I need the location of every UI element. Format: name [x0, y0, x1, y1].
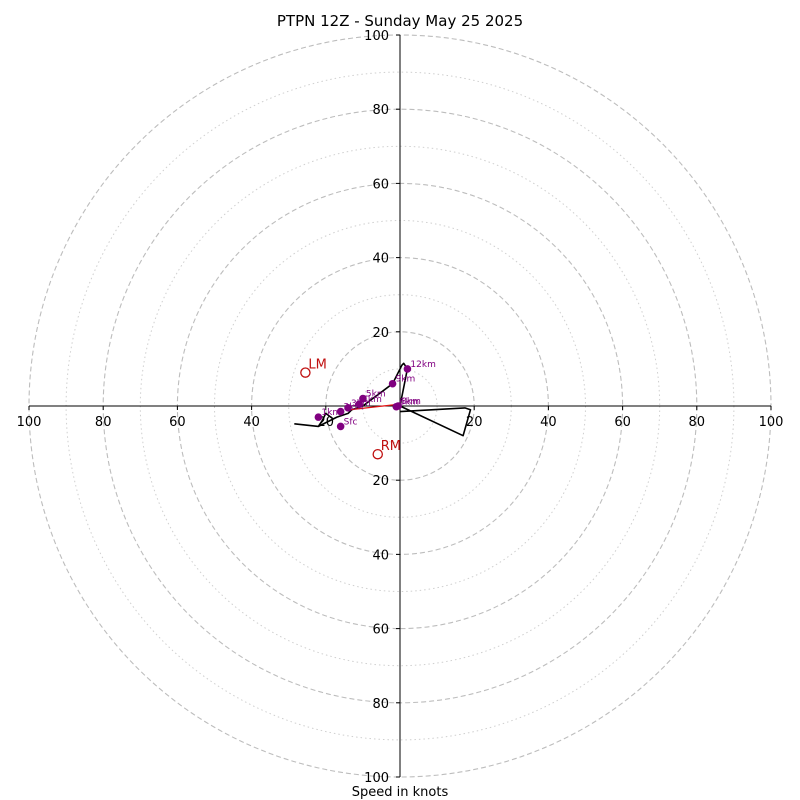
x-tick-label: 100 — [759, 415, 784, 430]
height-point — [336, 422, 345, 431]
chart-title: PTPN 12Z - Sunday May 25 2025 — [277, 12, 523, 30]
x-tick-label: 60 — [614, 415, 631, 430]
storm-motion-markers: LM RM — [300, 358, 401, 460]
y-tick-label: 20 — [372, 474, 389, 489]
height-point — [403, 365, 412, 373]
height-point — [355, 400, 363, 408]
x-tick-label: 40 — [243, 415, 260, 430]
storm-motion-point — [300, 367, 311, 378]
height-label: 4km — [362, 395, 382, 405]
x-tick-label: 100 — [17, 415, 42, 430]
height-label: 5km — [366, 390, 386, 400]
x-tick-label: 20 — [466, 415, 483, 430]
storm-motion-label: LM — [308, 358, 326, 373]
height-label: 9km — [396, 375, 416, 385]
shear-vector — [349, 403, 401, 411]
y-tick-label: 80 — [372, 103, 389, 118]
height-label: 1km — [321, 408, 341, 418]
height-point — [336, 407, 345, 416]
y-tick-label: 60 — [372, 177, 389, 192]
y-tick-label: 100 — [364, 771, 389, 786]
x-axis-label: Speed in knots — [352, 785, 449, 800]
height-label: Sfc — [344, 417, 358, 427]
x-tick-label: 40 — [540, 415, 557, 430]
tick-labels: 100 80 60 40 20 20 40 60 80 100100806040202040608… — [17, 29, 784, 786]
wind-profile — [294, 362, 472, 437]
x-tick-label: 60 — [169, 415, 186, 430]
height-markers: Sfc1km2km3km4km5km9km12km8km6km — [314, 360, 436, 431]
height-point — [314, 413, 323, 421]
height-label: 12km — [410, 360, 435, 370]
height-point — [388, 379, 397, 388]
y-tick-label: 60 — [372, 623, 389, 638]
y-tick-label: 20 — [372, 326, 389, 341]
y-tick-label: 40 — [372, 252, 389, 267]
height-label: 6km — [399, 398, 419, 408]
x-tick-label: 80 — [95, 415, 112, 430]
y-tick-label: 100 — [364, 29, 389, 44]
height-point — [359, 394, 367, 403]
wind-profile-trace — [294, 362, 472, 437]
height-label: 2km — [344, 403, 364, 413]
height-point — [392, 402, 401, 411]
x-tick-label: 80 — [689, 415, 706, 430]
height-point — [344, 404, 352, 412]
height-label: 8km — [401, 397, 421, 407]
y-tick-label: 80 — [372, 697, 389, 712]
y-tick-label: 40 — [372, 548, 389, 563]
storm-motion-label: RM — [381, 439, 401, 454]
storm-motion-point — [372, 448, 383, 460]
